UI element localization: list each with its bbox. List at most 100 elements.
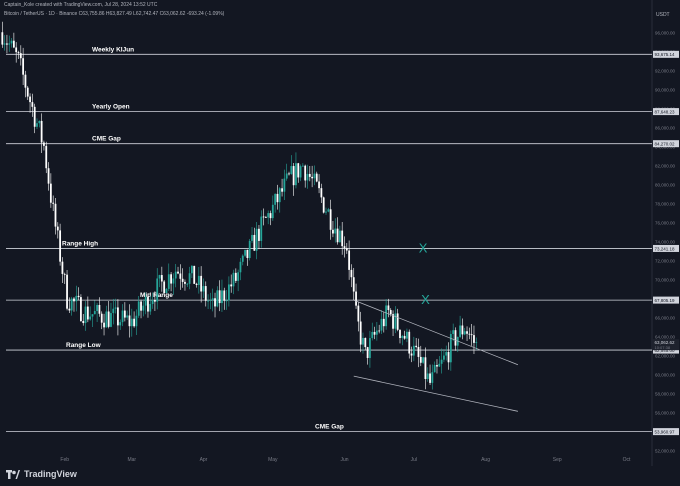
candle-body[interactable] [123, 310, 126, 318]
candle-body[interactable] [61, 261, 64, 274]
candle-body[interactable] [422, 357, 425, 363]
candle-body[interactable] [348, 250, 351, 270]
candle-body[interactable] [223, 290, 226, 301]
candle-body[interactable] [417, 346, 420, 357]
candle-body[interactable] [315, 173, 318, 182]
candle-body[interactable] [426, 373, 429, 379]
candle-body[interactable] [463, 331, 466, 335]
candle-body[interactable] [246, 249, 249, 259]
candle-body[interactable] [445, 352, 448, 356]
candle-body[interactable] [66, 274, 68, 309]
candle-body[interactable] [140, 301, 142, 311]
candle-body[interactable] [135, 315, 138, 327]
candle-body[interactable] [56, 226, 59, 231]
candle-body[interactable] [475, 342, 478, 343]
candle-body[interactable] [70, 298, 73, 311]
candle-body[interactable] [459, 325, 461, 337]
candle-body[interactable] [172, 278, 175, 284]
candle-body[interactable] [179, 273, 182, 279]
candle-body[interactable] [269, 213, 272, 219]
candle-body[interactable] [59, 230, 62, 262]
candle-body[interactable] [167, 274, 170, 289]
candle-body[interactable] [334, 228, 337, 234]
candle-body[interactable] [399, 329, 401, 338]
candle-body[interactable] [177, 271, 179, 274]
candle-body[interactable] [12, 40, 15, 48]
candle-body[interactable] [1, 32, 4, 45]
candle-body[interactable] [86, 306, 89, 320]
candle-body[interactable] [149, 304, 152, 312]
candle-body[interactable] [163, 281, 166, 294]
candle-body[interactable] [36, 123, 38, 127]
candle-body[interactable] [47, 168, 50, 184]
candle-body[interactable] [128, 315, 131, 327]
candle-body[interactable] [329, 209, 332, 230]
candle-body[interactable] [336, 228, 339, 243]
candle-body[interactable] [234, 272, 237, 281]
candle-body[interactable] [461, 325, 464, 335]
candle-body[interactable] [389, 310, 392, 315]
candle-body[interactable] [211, 298, 214, 301]
candle-body[interactable] [306, 173, 309, 181]
candle-body[interactable] [38, 120, 41, 124]
candle-body[interactable] [308, 173, 311, 177]
candle-body[interactable] [313, 173, 316, 179]
candle-body[interactable] [327, 209, 330, 212]
candle-body[interactable] [112, 308, 115, 314]
candle-body[interactable] [49, 183, 52, 203]
candle-body[interactable] [443, 355, 445, 360]
candle-body[interactable] [359, 321, 362, 345]
candle-body[interactable] [126, 315, 129, 318]
candle-body[interactable] [31, 102, 34, 107]
candle-body[interactable] [385, 305, 388, 327]
candle-body[interactable] [110, 313, 112, 327]
candle-body[interactable] [332, 229, 334, 234]
candle-body[interactable] [181, 278, 184, 282]
candle-body[interactable] [19, 53, 22, 59]
candle-body[interactable] [232, 272, 235, 287]
candle-body[interactable] [345, 248, 348, 251]
candle-body[interactable] [68, 308, 71, 311]
candle-body[interactable] [3, 43, 6, 45]
candle-body[interactable] [382, 318, 385, 327]
candle-body[interactable] [91, 314, 94, 317]
candle-body[interactable] [63, 273, 66, 275]
candle-body[interactable] [24, 74, 27, 88]
candle-body[interactable] [343, 246, 346, 249]
price-scale[interactable] [652, 0, 680, 466]
candle-body[interactable] [10, 40, 13, 44]
candle-body[interactable] [431, 372, 434, 383]
candle-body[interactable] [274, 193, 277, 205]
candle-body[interactable] [253, 234, 256, 251]
candle-body[interactable] [207, 300, 209, 302]
candle-body[interactable] [144, 296, 147, 306]
candle-body[interactable] [387, 305, 390, 311]
candle-body[interactable] [218, 290, 221, 304]
candle-body[interactable] [170, 274, 172, 284]
candle-body[interactable] [43, 142, 45, 146]
candle-body[interactable] [350, 269, 353, 278]
candle-body[interactable] [452, 330, 455, 334]
candle-body[interactable] [137, 301, 140, 316]
candle-body[interactable] [322, 197, 325, 213]
candle-body[interactable] [470, 334, 473, 336]
candle-body[interactable] [429, 373, 431, 383]
candle-body[interactable] [26, 87, 29, 97]
candle-body[interactable] [311, 176, 314, 179]
candle-body[interactable] [290, 166, 293, 175]
candle-body[interactable] [341, 230, 344, 247]
candle-body[interactable] [401, 335, 404, 338]
candle-body[interactable] [77, 295, 80, 298]
candle-body[interactable] [105, 311, 108, 328]
candle-body[interactable] [357, 305, 360, 322]
candle-body[interactable] [191, 265, 193, 274]
candle-body[interactable] [227, 284, 230, 301]
candle-body[interactable] [364, 337, 367, 348]
candle-body[interactable] [117, 307, 119, 326]
candle-body[interactable] [82, 321, 85, 324]
candle-body[interactable] [209, 300, 212, 301]
tradingview-logo[interactable]: TradingView [6, 469, 77, 479]
candle-body[interactable] [258, 228, 260, 241]
candle-body[interactable] [22, 58, 25, 75]
candle-body[interactable] [355, 291, 357, 306]
